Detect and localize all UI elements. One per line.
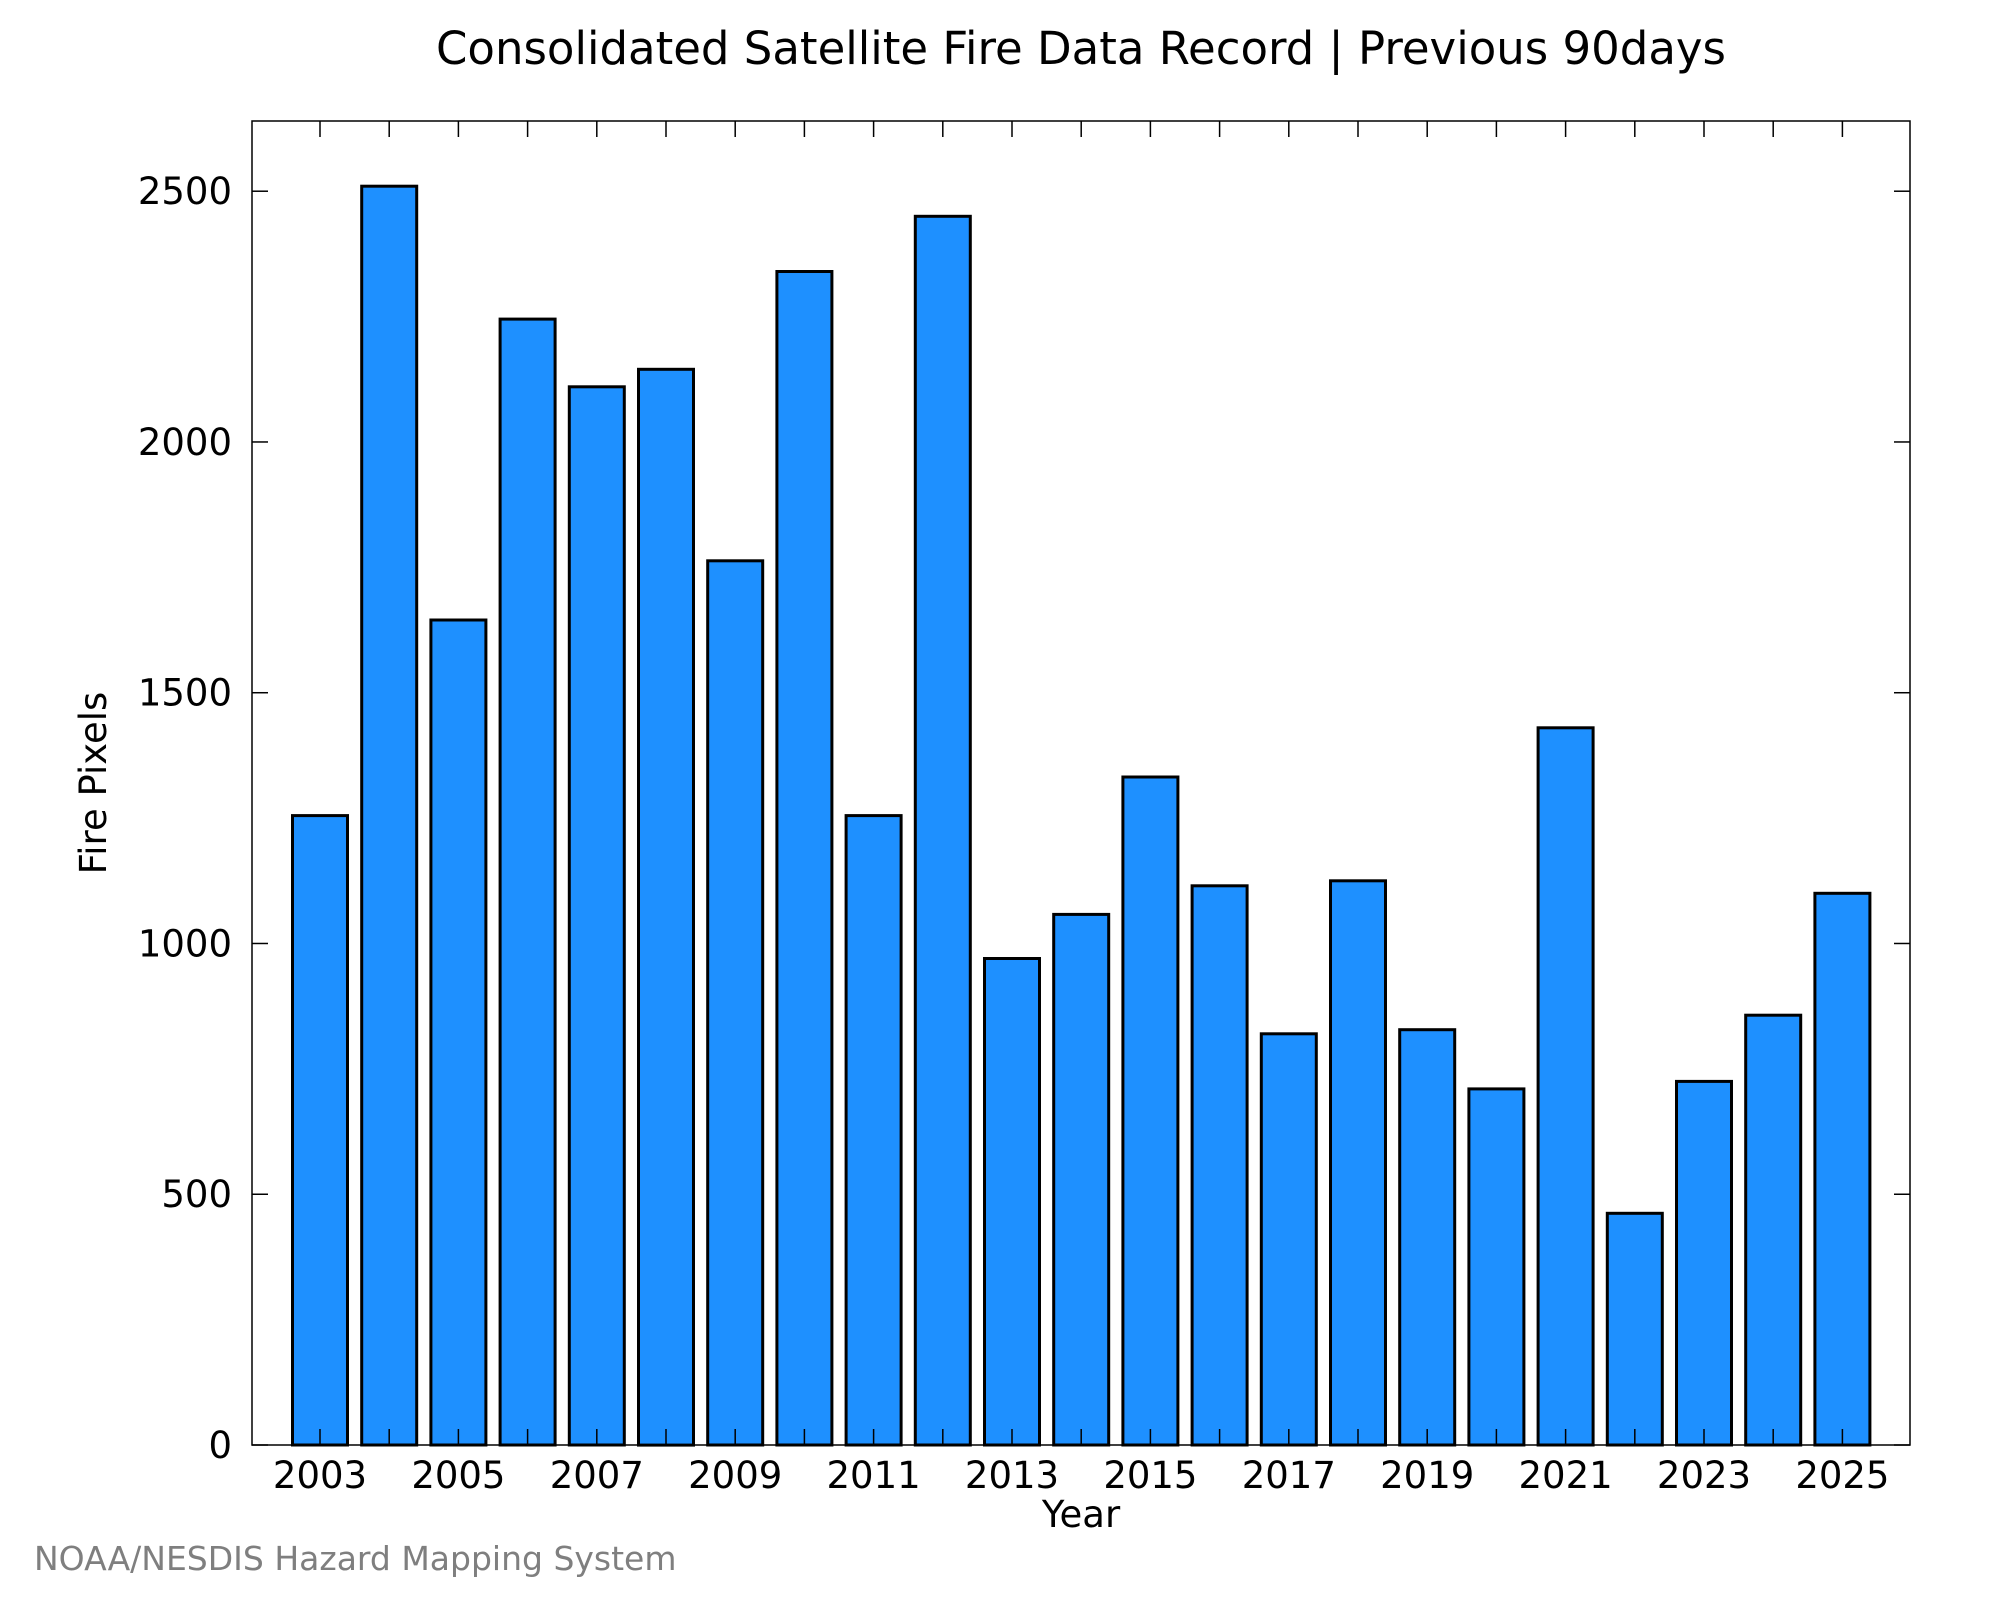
bar-2013	[983, 957, 1041, 1447]
x-tick-label-2007: 2007	[550, 1454, 644, 1497]
bar-2005	[429, 618, 488, 1447]
bar-2004	[360, 184, 419, 1447]
bar-2024	[1744, 1013, 1803, 1447]
bar-2008	[637, 367, 695, 1447]
x-tick-label-2011: 2011	[827, 1454, 921, 1497]
bar-2011	[844, 814, 903, 1447]
bar-2014	[1052, 912, 1111, 1447]
bar-2021	[1536, 726, 1595, 1447]
x-tick-label-2021: 2021	[1519, 1454, 1613, 1497]
bar-2025	[1813, 891, 1872, 1447]
x-tick-label-2013: 2013	[965, 1454, 1059, 1497]
x-tick-label-2009: 2009	[688, 1454, 782, 1497]
bar-2003	[291, 814, 349, 1447]
x-tick-label-2023: 2023	[1657, 1454, 1751, 1497]
chart-title: Consolidated Satellite Fire Data Record …	[436, 22, 1726, 75]
x-axis-label: Year	[1041, 1493, 1121, 1536]
x-tick-label-2019: 2019	[1380, 1454, 1474, 1497]
bars-group	[291, 184, 1872, 1447]
y-tick-label-2500: 2500	[138, 170, 232, 213]
y-tick-label-1500: 1500	[138, 672, 232, 715]
x-tick-label-2017: 2017	[1242, 1454, 1336, 1497]
bar-2022	[1605, 1211, 1664, 1447]
x-tick-labels: 2003 2005 2007 2009 2011 2013 2015 2017 2019 2021…	[273, 1454, 1890, 1497]
ticks-group	[252, 121, 1910, 1446]
y-tick-label-500: 500	[161, 1173, 232, 1216]
credit-text: NOAA/NESDIS Hazard Mapping System	[34, 1539, 677, 1578]
y-axis-label: Fire Pixels	[72, 692, 115, 875]
x-tick-label-2015: 2015	[1103, 1454, 1197, 1497]
x-tick-label-2003: 2003	[273, 1454, 367, 1497]
bar-2006	[498, 317, 557, 1447]
y-tick-label-2000: 2000	[138, 421, 232, 464]
bar-2009	[706, 559, 765, 1447]
bar-2018	[1329, 879, 1387, 1447]
bar-2012	[913, 214, 972, 1447]
bar-2016	[1190, 884, 1249, 1447]
x-tick-label-2025: 2025	[1795, 1454, 1889, 1497]
bar-2015	[1121, 775, 1180, 1447]
bar-2019	[1398, 1028, 1457, 1447]
bar-2007	[567, 385, 626, 1447]
bar-2010	[775, 270, 834, 1447]
x-tick-label-2005: 2005	[411, 1454, 505, 1497]
bar-2020	[1467, 1087, 1526, 1447]
bar-2017	[1259, 1032, 1318, 1447]
y-tick-label-0: 0	[208, 1424, 232, 1467]
bar-2023	[1675, 1079, 1733, 1447]
y-tick-labels: 0 500 1000 1500 2000 2500	[138, 170, 232, 1467]
y-tick-label-1000: 1000	[138, 922, 232, 965]
